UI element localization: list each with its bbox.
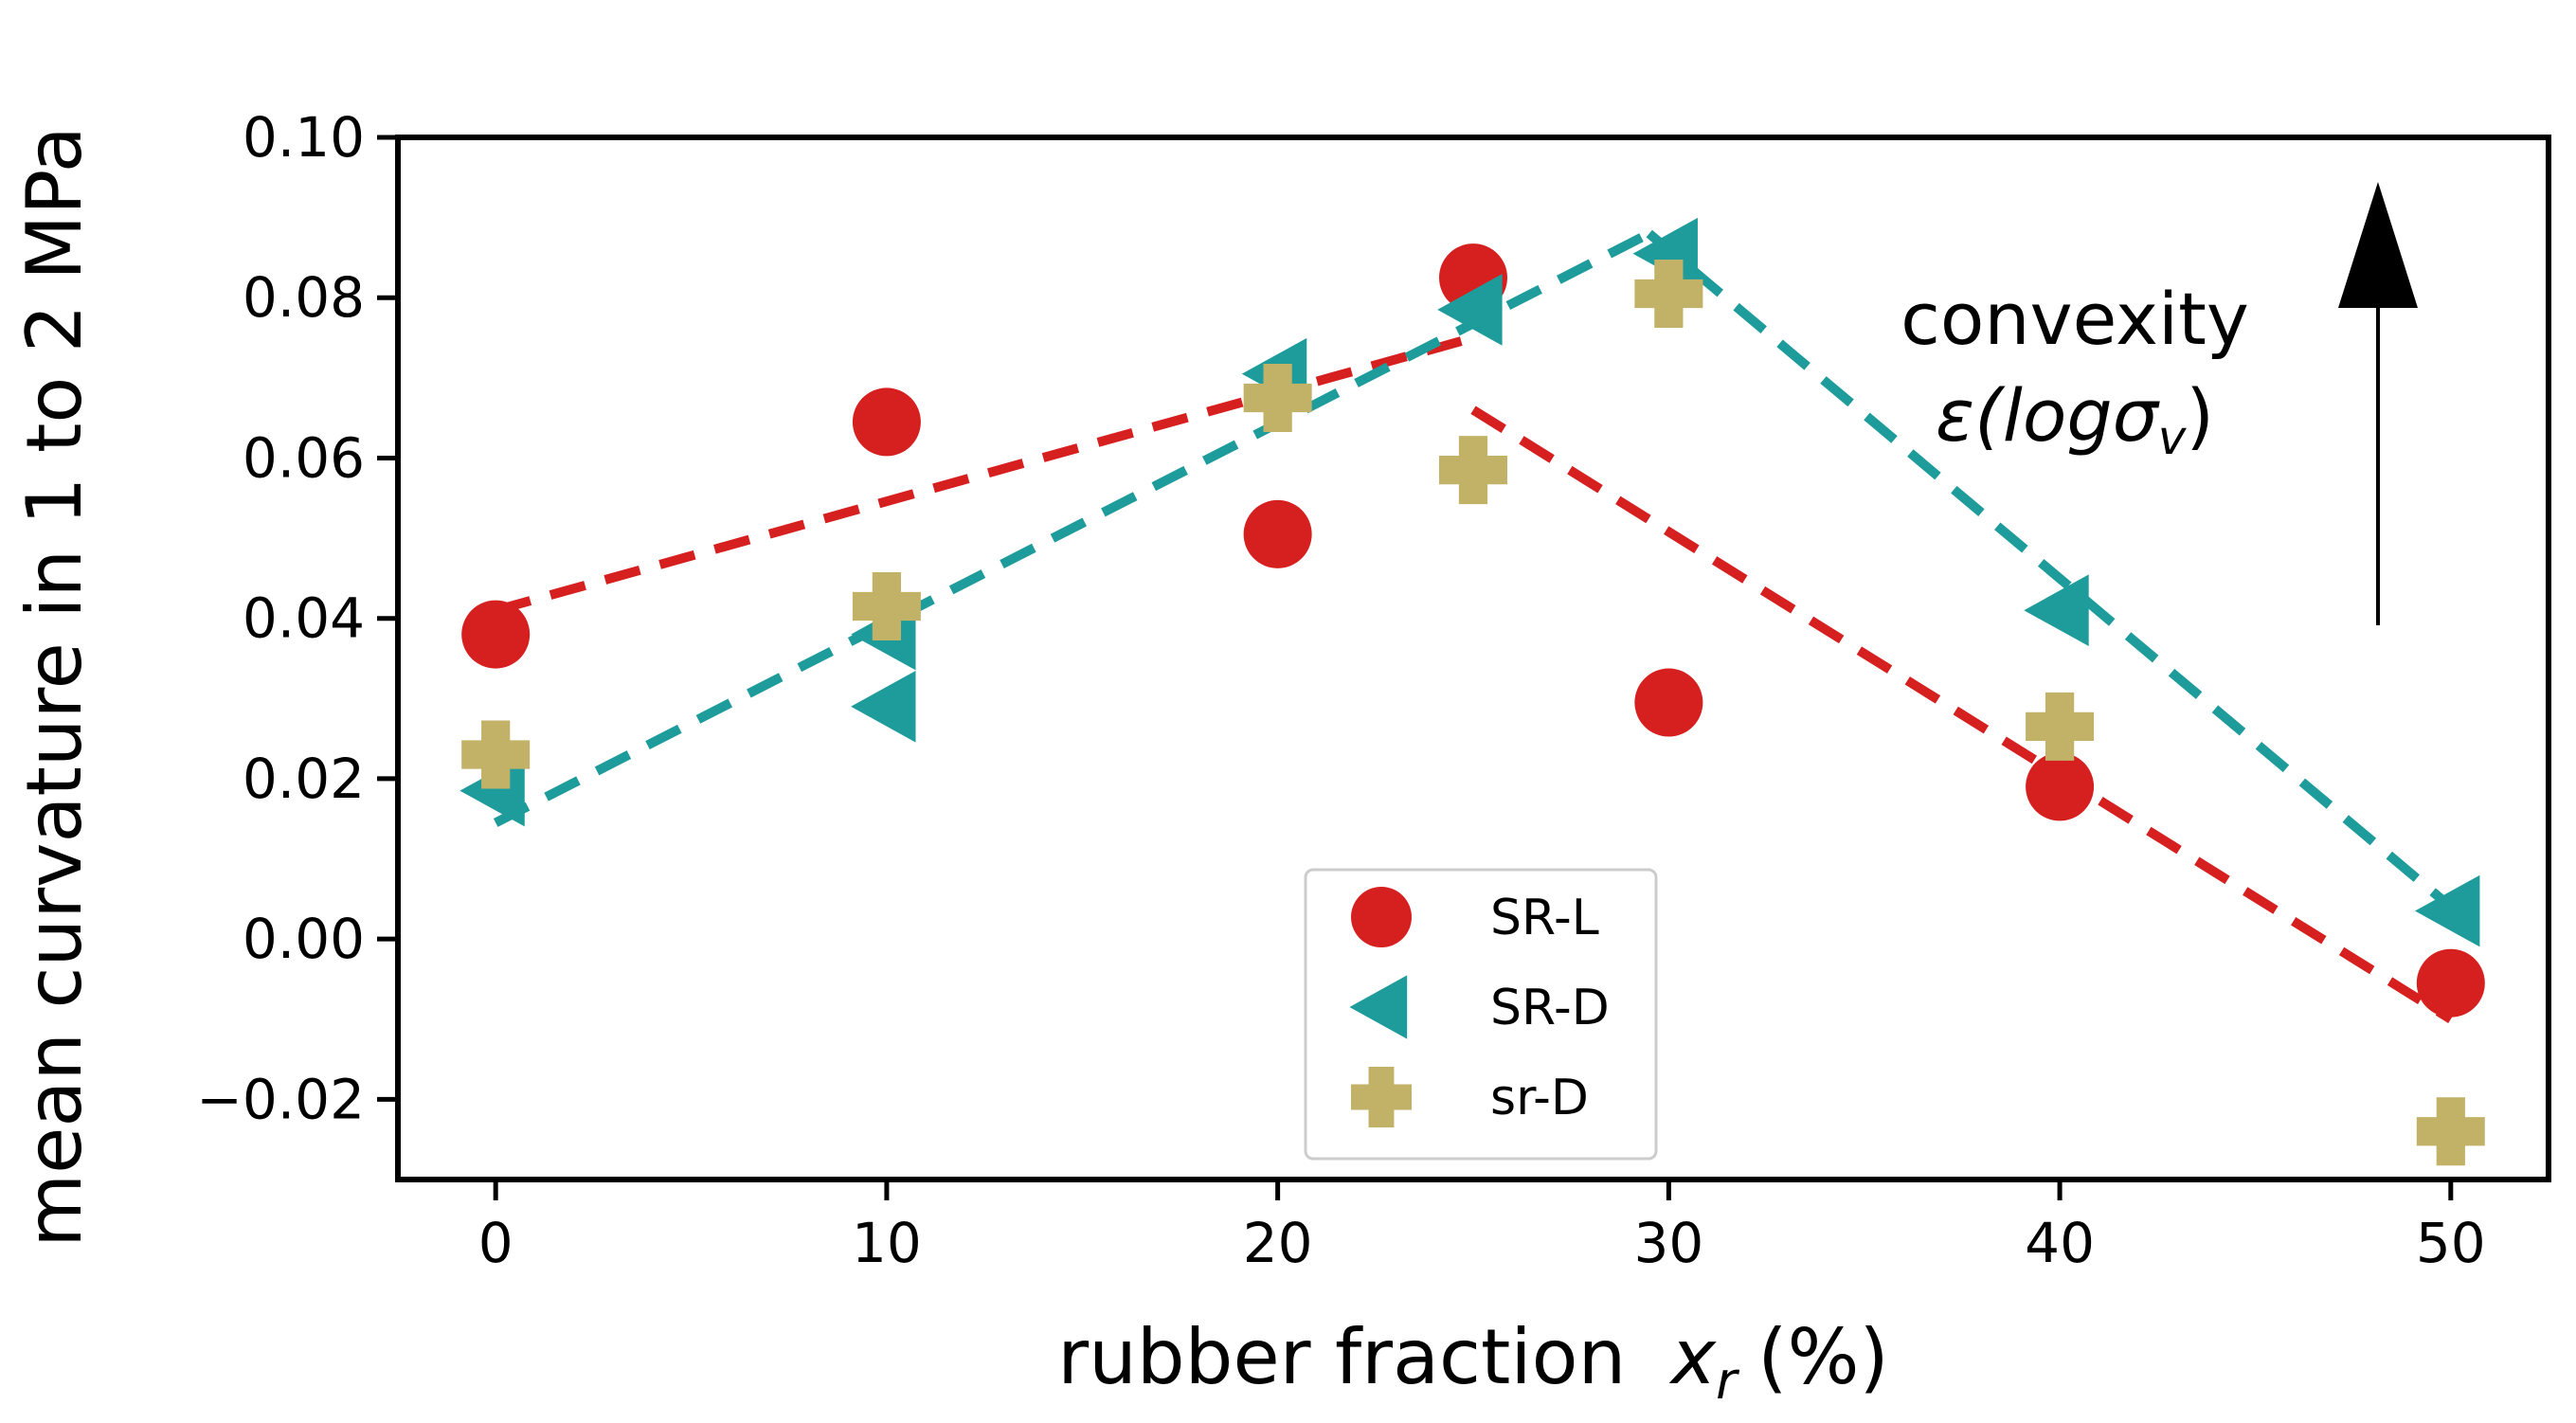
legend-marker-sr-d: [1351, 1067, 1412, 1127]
data-point-sr-l: [852, 387, 921, 457]
annotation-convexity: convexity: [1900, 277, 2249, 361]
data-point-sr-d: [1243, 364, 1312, 432]
data-point-sr-d: [2024, 574, 2089, 647]
x-tick-label: 0: [478, 1211, 513, 1275]
x-axis-title: rubber fraction xr (%): [1057, 1313, 1888, 1411]
legend-label-sr-d: SR-D: [1490, 980, 1610, 1036]
data-point-sr-l: [2026, 752, 2095, 821]
y-tick-label: 0.10: [243, 105, 365, 170]
x-axis-variable-subscript: r: [1716, 1351, 1739, 1411]
data-point-sr-d: [1634, 260, 1703, 328]
x-axis-variable: x: [1668, 1313, 1718, 1401]
data-point-sr-d: [852, 572, 921, 640]
y-tick-label: 0.02: [243, 747, 365, 811]
data-point-sr-d: [1439, 436, 1507, 505]
y-tick-label: 0.08: [243, 265, 365, 330]
legend-label-sr-d: sr-D: [1490, 1070, 1589, 1126]
y-tick-label: 0.00: [243, 907, 365, 971]
x-tick-label: 50: [2416, 1211, 2486, 1275]
fit-line-sr-d: [493, 229, 1652, 827]
data-point-sr-l: [461, 600, 531, 669]
x-tick-label: 40: [2025, 1211, 2095, 1275]
data-point-sr-d: [461, 720, 531, 789]
x-axis-unit: (%): [1757, 1313, 1888, 1401]
annotation-formula: ε(logσv): [1936, 373, 2214, 465]
plot-frame: [395, 135, 2551, 1182]
x-tick-label: 30: [1633, 1211, 1703, 1275]
x-axis-title-text: rubber fraction: [1057, 1313, 1626, 1401]
x-tick-label: 20: [1243, 1211, 1313, 1275]
data-point-sr-d: [2026, 692, 2095, 761]
annotation-formula-main: ε(logσ: [1936, 373, 2161, 458]
data-point-sr-d: [2416, 1097, 2485, 1166]
annotation-formula-close: ): [2186, 373, 2214, 458]
legend: SR-L SR-D sr-D: [1304, 868, 1658, 1161]
y-tick-label: 0.06: [243, 425, 365, 490]
legend-marker-sr-l: [1351, 887, 1412, 947]
fit-line-sr-l: [1470, 405, 2454, 1024]
y-axis-title: mean curvature in 1 to 2 MPa: [10, 126, 99, 1248]
annotation-formula-subscript: v: [2158, 410, 2188, 465]
y-tick-label: 0.04: [243, 586, 365, 651]
legend-label-sr-l: SR-L: [1490, 890, 1599, 946]
data-point-sr-d: [851, 670, 916, 743]
x-tick-label: 10: [852, 1211, 922, 1275]
data-point-sr-d: [1437, 274, 1503, 346]
arrow-up-icon: [2338, 182, 2418, 308]
data-point-sr-l: [1243, 499, 1312, 568]
data-point-sr-d: [2415, 874, 2480, 947]
fit-line-sr-d: [1646, 229, 2455, 911]
legend-marker-sr-d: [1349, 975, 1408, 1039]
y-tick-label: −0.02: [196, 1067, 365, 1131]
data-point-sr-l: [2416, 948, 2485, 1018]
data-point-sr-l: [1634, 668, 1703, 737]
